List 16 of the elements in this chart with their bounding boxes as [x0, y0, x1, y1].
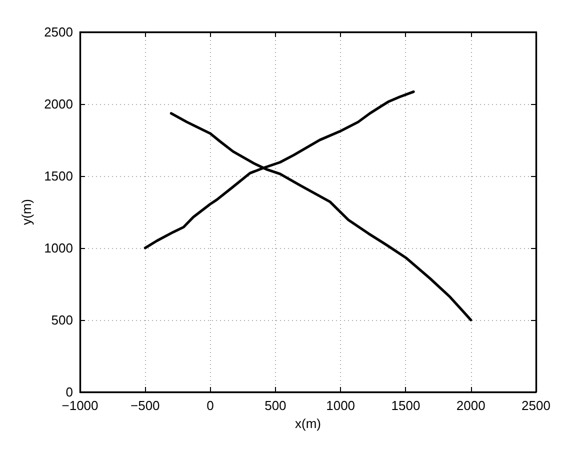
x-tick-label: −1000 — [62, 398, 98, 413]
x-tick-label: 2500 — [522, 398, 550, 413]
y-tick-label: 1000 — [44, 240, 73, 256]
y-axis-title: y(m) — [19, 199, 34, 225]
x-tick-label: 0 — [206, 398, 214, 413]
y-tick-label: 2500 — [44, 24, 73, 40]
y-tick-label: 2000 — [44, 96, 73, 112]
y-tick-label: 0 — [66, 384, 73, 400]
x-tick-label: 2000 — [456, 398, 486, 413]
x-tick-label: 1500 — [391, 398, 420, 413]
x-tick-label: 1000 — [326, 398, 356, 413]
x-tick-label: 500 — [264, 398, 286, 413]
y-tick-label: 1500 — [44, 168, 73, 184]
x-axis-title: x(m) — [295, 416, 321, 431]
y-tick-label: 500 — [51, 312, 73, 328]
x-tick-label: −500 — [130, 398, 160, 413]
